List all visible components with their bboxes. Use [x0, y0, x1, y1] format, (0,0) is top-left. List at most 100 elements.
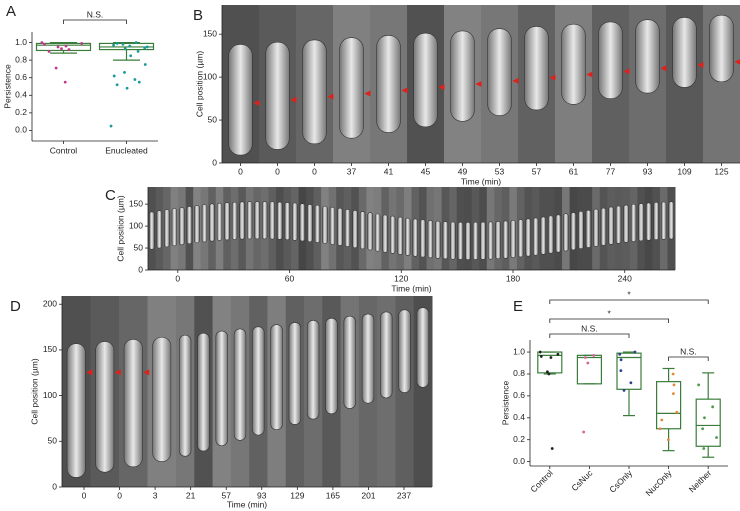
cell [209, 203, 215, 242]
data-point [715, 436, 718, 439]
data-point [633, 350, 637, 354]
significance-bracket [549, 299, 709, 304]
cell [412, 218, 418, 257]
red-arrow [143, 369, 150, 376]
data-point [112, 43, 115, 47]
cell [339, 37, 364, 139]
cell [382, 214, 388, 253]
x-tick-label: CsOnly [607, 467, 634, 494]
cell [510, 220, 516, 258]
cell [216, 202, 223, 241]
cell [265, 41, 290, 150]
cell [638, 203, 644, 242]
cell [314, 204, 321, 243]
cell [152, 337, 172, 462]
panel-letter: C [105, 187, 116, 204]
cell [239, 201, 245, 240]
red-arrow [512, 77, 519, 84]
box [695, 398, 721, 447]
panel-letter: B [193, 7, 203, 24]
cell [233, 328, 247, 441]
cell [480, 221, 486, 260]
cell [228, 44, 253, 156]
cell [623, 204, 629, 243]
cell [420, 219, 426, 258]
box [616, 352, 642, 390]
red-arrow [364, 90, 371, 97]
cell [352, 210, 358, 249]
y-tick-label: 100 [203, 71, 217, 81]
cell [413, 32, 438, 128]
cell [343, 315, 356, 409]
cell [380, 311, 393, 399]
cell [397, 216, 403, 255]
cell [668, 201, 674, 240]
x-tick-label: 60 [285, 273, 295, 283]
y-tick-label: 50 [48, 436, 58, 446]
cell [246, 201, 253, 240]
y-tick-label: 0 [138, 264, 143, 274]
data-point [697, 383, 701, 387]
x-tick-label: 77 [606, 166, 616, 176]
cell [337, 207, 343, 246]
red-arrow [253, 99, 260, 106]
data-point [583, 356, 587, 359]
cell [156, 210, 163, 249]
x-tick-label: Control [50, 145, 78, 155]
cell [427, 220, 434, 259]
data-point [136, 49, 140, 53]
data-point [672, 392, 675, 396]
cell [578, 211, 584, 250]
data-point [622, 389, 626, 392]
box [537, 351, 563, 374]
data-point [545, 370, 549, 374]
x-tick-label: 93 [257, 490, 267, 500]
y-tick-label: 0.4 [513, 412, 525, 422]
data-point [121, 42, 125, 46]
y-tick-label: 0.0 [15, 125, 27, 135]
x-axis-label: Time (min) [227, 499, 267, 509]
cell [416, 307, 430, 388]
x-tick-label: Neither [687, 468, 714, 495]
x-axis-label: Time (min) [461, 176, 501, 186]
cell [645, 202, 652, 241]
cell [465, 221, 471, 260]
data-point [112, 74, 116, 78]
cell [533, 217, 539, 256]
cell [472, 221, 479, 260]
cell [502, 220, 509, 259]
cell [292, 202, 298, 241]
box [576, 354, 603, 385]
x-tick-label: 21 [186, 490, 196, 500]
cell [525, 218, 531, 257]
data-point [582, 430, 586, 434]
data-point [619, 369, 623, 373]
data-point [60, 47, 63, 51]
panel-letter: E [513, 298, 523, 315]
red-arrow [290, 96, 297, 103]
cell [215, 330, 228, 446]
red-arrow [327, 93, 334, 100]
x-tick-label: 53 [495, 166, 505, 176]
data-point [619, 358, 623, 362]
data-point [134, 41, 138, 44]
significance-label: N.S. [581, 323, 598, 333]
cell [487, 221, 494, 260]
cell [224, 202, 230, 241]
data-point [115, 83, 119, 87]
data-point [143, 46, 147, 50]
cell [123, 339, 143, 468]
cell [593, 208, 599, 247]
cell [164, 209, 170, 248]
y-tick-label: 50 [134, 242, 144, 252]
y-axis-label: Persistence [2, 64, 12, 109]
cell [435, 220, 441, 259]
x-tick-label: NucOnly [643, 467, 674, 498]
x-tick-label: 49 [458, 166, 468, 176]
x-tick-label: 180 [506, 273, 520, 283]
significance-bracket [549, 333, 630, 338]
cell [495, 221, 501, 260]
y-tick-label: 0.0 [513, 456, 525, 466]
cell [231, 201, 238, 240]
